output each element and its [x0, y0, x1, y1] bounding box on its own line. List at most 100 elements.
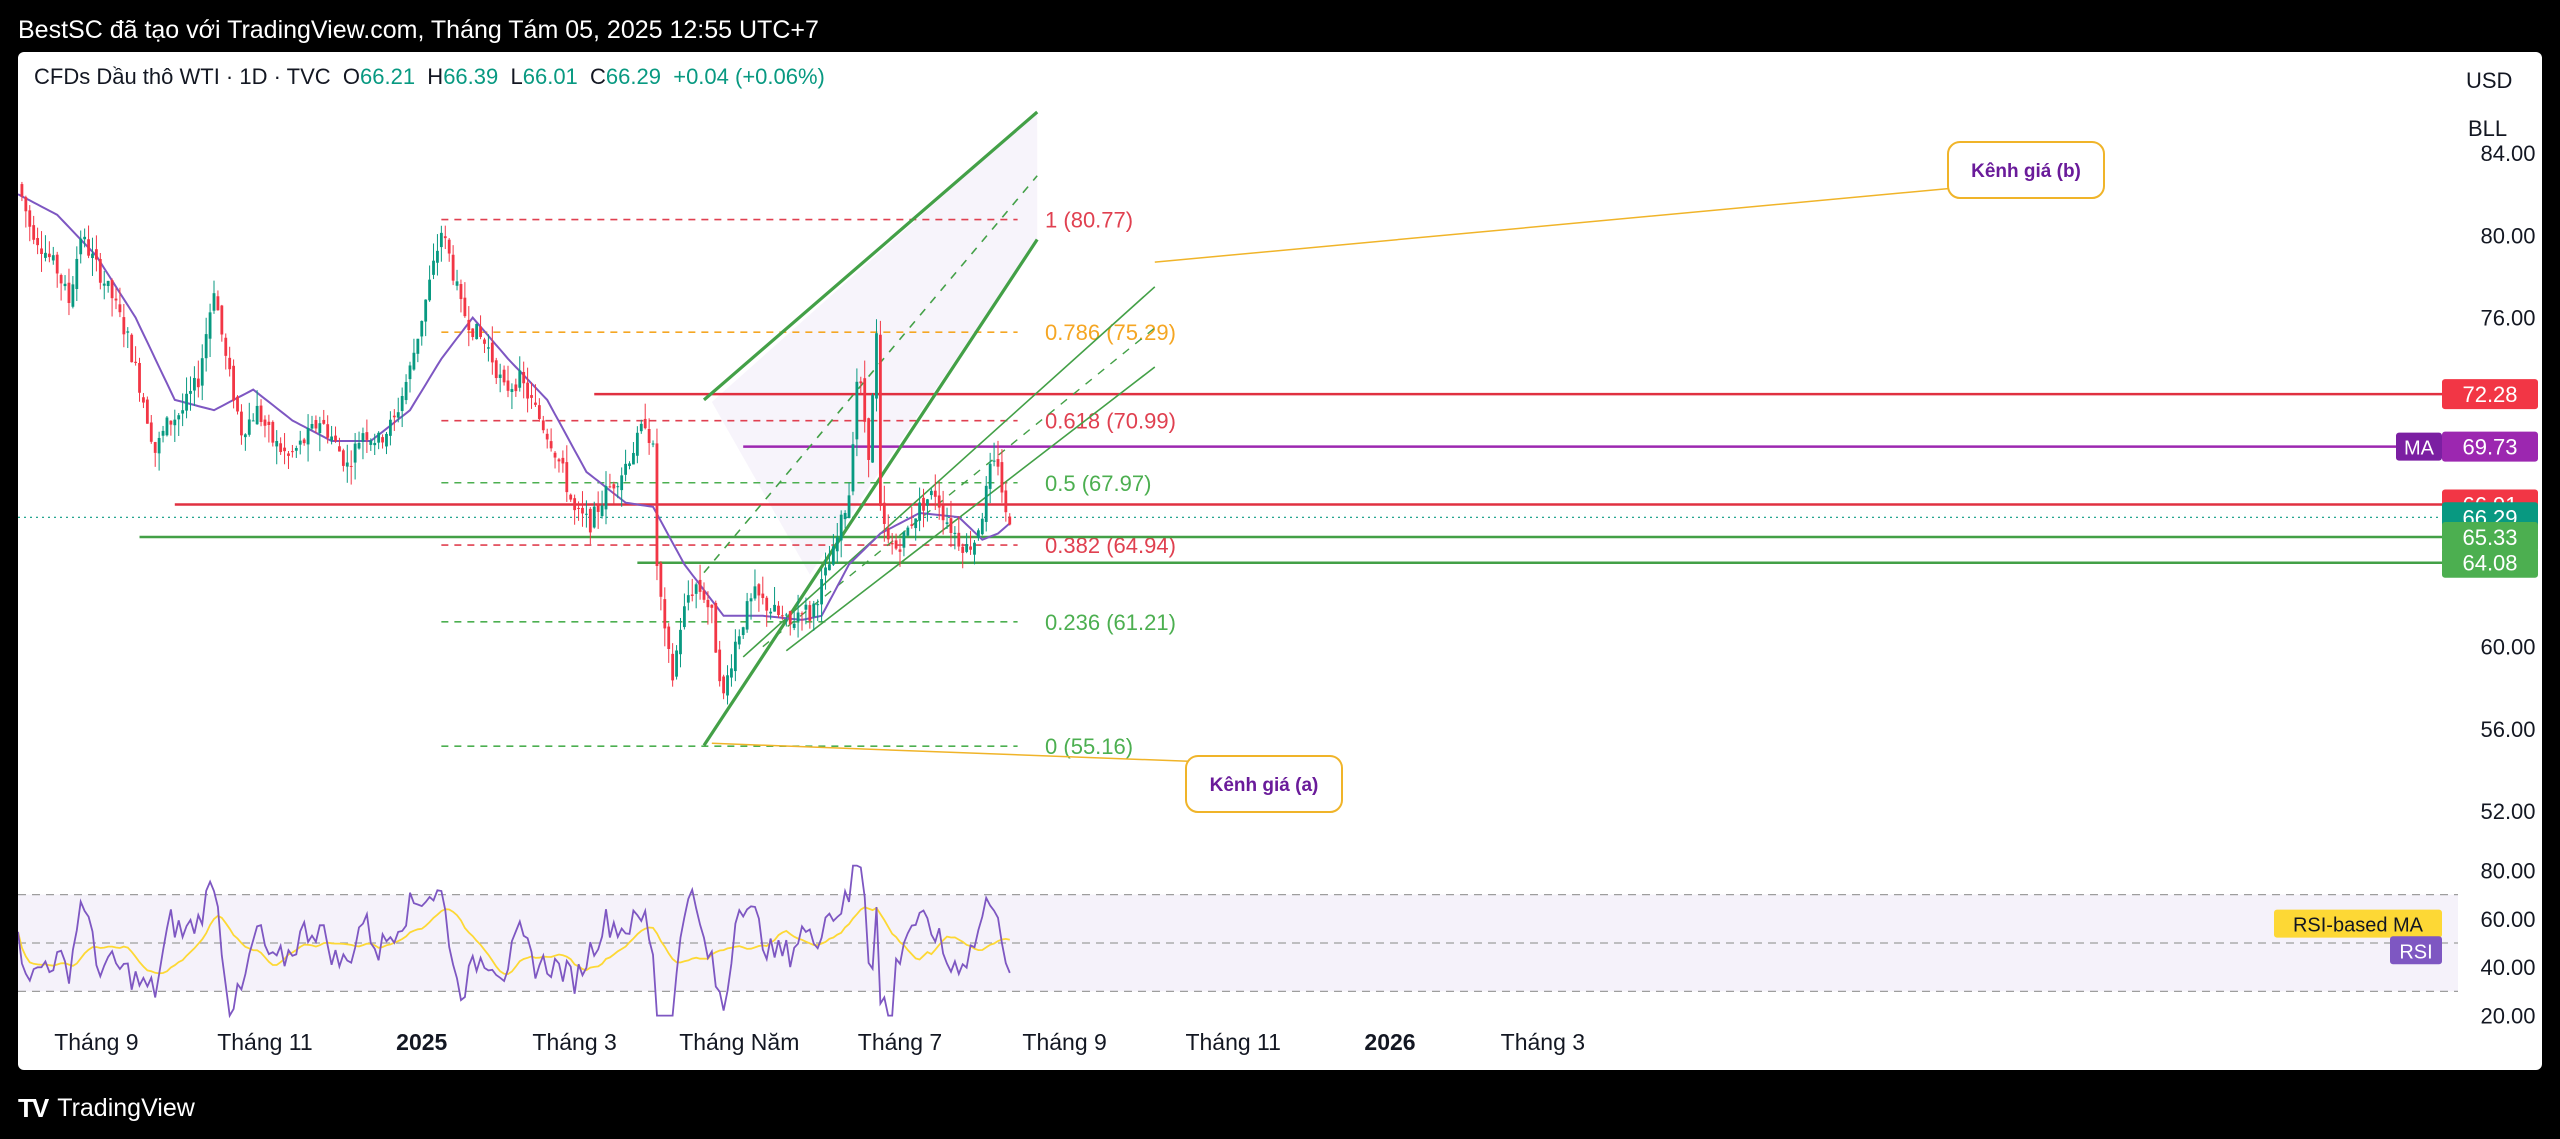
candle-body [620, 475, 624, 491]
time-axis-tick: Tháng 3 [532, 1029, 616, 1055]
candle-body [659, 562, 663, 597]
candle-body [451, 254, 455, 281]
candle-body [635, 432, 639, 456]
candle-body [263, 419, 267, 426]
candle-body [710, 604, 714, 608]
candle-body [236, 396, 239, 412]
candle-body [549, 441, 553, 449]
rsi-ma-tag-bg [2274, 909, 2442, 938]
rsi-tag-bg [2390, 936, 2442, 965]
candle-body [655, 443, 659, 566]
candle-body [894, 540, 898, 549]
candle-body [741, 627, 745, 636]
price-axis-tick: 76.00 [2480, 306, 2535, 331]
candle-body [361, 433, 365, 442]
channel-shade [711, 112, 1038, 575]
currency-button[interactable]: USD [2466, 68, 2513, 93]
candle-body [824, 567, 827, 576]
candle-body [75, 258, 79, 290]
chart-canvas[interactable]: 1 (80.77) 0.786 (75.29) 0.618 (70.99) 0.5 (… [18, 52, 2542, 1070]
candle-body [541, 420, 545, 431]
chart-panel[interactable]: 1 (80.77) 0.786 (75.29) 0.618 (70.99) 0.5 (… [18, 52, 2542, 1070]
candle-body [733, 641, 737, 672]
candle-body [847, 495, 851, 519]
unit-button[interactable]: BLL [2468, 116, 2508, 141]
candle-body [929, 490, 933, 496]
candle-body [71, 284, 75, 307]
candle-body [518, 370, 522, 388]
symbol-legend: CFDs Dầu thô WTI · 1D · TVC O66.21 H66.3… [34, 64, 825, 90]
fib-level-label: 0.236 (61.21) [1045, 610, 1176, 635]
candle-body [200, 358, 204, 386]
candle-body [875, 333, 878, 399]
candle-body [714, 602, 718, 653]
candle-body [432, 260, 435, 275]
candle-body [455, 281, 459, 286]
candle-body [216, 296, 220, 311]
candle-body [173, 419, 177, 426]
candle-body [255, 405, 259, 425]
candle-body [514, 384, 518, 392]
candle-body [392, 415, 396, 418]
candle-body [424, 299, 428, 322]
candle-body [914, 518, 918, 529]
candle-body [44, 252, 47, 258]
candle-body [933, 490, 937, 497]
candle-body [545, 433, 549, 440]
price-axis-tick: 80.00 [2480, 223, 2535, 248]
candle-body [859, 381, 863, 384]
candle-body [181, 410, 185, 414]
candle-body [271, 421, 275, 443]
candle-body [251, 420, 255, 422]
candle-body [871, 395, 874, 463]
high-value: 66.39 [443, 64, 499, 89]
rsi-axis-tick: 80.00 [2480, 858, 2535, 883]
candle-body [439, 232, 443, 248]
candle-body [702, 590, 706, 600]
candle-body [800, 613, 804, 615]
candle-body [212, 293, 216, 311]
candle-body [318, 423, 322, 434]
candle-body [28, 210, 32, 227]
candle-body [240, 411, 243, 436]
symbol-name[interactable]: CFDs Dầu thô WTI · 1D · TVC [34, 64, 331, 89]
candle-body [87, 239, 90, 256]
candle-body [487, 347, 490, 349]
candle-body [949, 518, 953, 533]
candle-body [526, 382, 529, 399]
price-axis-tick: 84.00 [2480, 141, 2535, 166]
candle-body [79, 238, 83, 255]
close-value: 66.29 [605, 64, 661, 89]
candle-body [220, 305, 224, 335]
candle-body [722, 676, 725, 694]
candle-body [796, 612, 800, 622]
candle-body [792, 623, 796, 628]
candle-body [624, 463, 627, 475]
candle-body [471, 328, 475, 338]
open-value: 66.21 [360, 64, 416, 89]
candle-body [106, 280, 110, 287]
candle-body [20, 184, 24, 197]
candle-body [259, 405, 263, 422]
candle-body [275, 440, 279, 447]
candle-body [377, 432, 381, 443]
candle-body [463, 297, 467, 317]
candle-body [443, 236, 447, 239]
candle-body [683, 606, 686, 628]
candle-body [902, 532, 906, 548]
candle-body [922, 497, 925, 511]
candle-body [63, 283, 67, 287]
candle-body [330, 436, 333, 441]
candle-body [753, 586, 757, 599]
candle-body [149, 422, 153, 442]
candle-body [804, 604, 808, 610]
candle-body [153, 442, 157, 453]
candle-body [839, 514, 843, 541]
candle-body [965, 544, 969, 552]
candle-body [651, 443, 655, 445]
time-axis-tick: Tháng 11 [1185, 1029, 1280, 1055]
candle-body [918, 502, 921, 521]
candle-body [345, 462, 349, 467]
candle-body [961, 546, 965, 553]
